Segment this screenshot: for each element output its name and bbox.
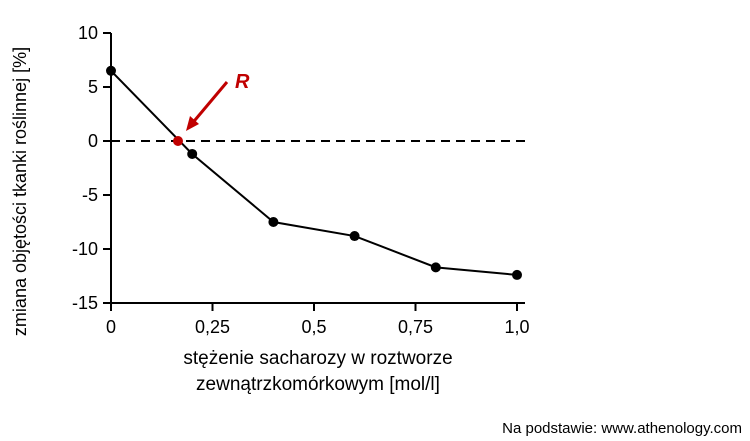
annotation-label: R <box>235 71 250 93</box>
series-line <box>110 70 518 276</box>
x-axis-label-line-1: stężenie sacharozy w roztworze <box>183 348 453 369</box>
x-tick-label: 1,0 <box>504 317 529 337</box>
y-tick-label: 5 <box>88 77 98 97</box>
annotation-point <box>172 136 183 146</box>
x-tick-label: 0 <box>106 317 116 337</box>
data-point <box>187 148 198 159</box>
annotation-arrow-line <box>188 81 229 127</box>
data-point <box>349 231 360 242</box>
data-point <box>268 217 279 227</box>
data-point <box>512 269 522 280</box>
y-tick-label: -5 <box>82 185 98 205</box>
y-tick-label: -10 <box>72 239 98 259</box>
y-tick-label: -15 <box>72 293 98 313</box>
x-axis-label-line-2: zewnątrzkomórkowym [mol/l] <box>196 374 440 395</box>
x-tick-label: 0,75 <box>398 317 433 337</box>
y-tick-label: 10 <box>78 23 98 43</box>
x-tick-label: 0,25 <box>195 317 230 337</box>
annotation-arrowhead <box>185 116 199 131</box>
y-axis-label: zmiana objętości tkanki roślinnej [%] <box>10 47 30 336</box>
source-note: Na podstawie: www.athenology.com <box>502 420 742 437</box>
data-point <box>106 65 116 76</box>
data-point <box>430 262 441 273</box>
y-tick-label: 0 <box>88 131 98 151</box>
x-tick-label: 0,5 <box>301 317 326 337</box>
chart-marks: 10 5 0 -5 -10 -15 0 0,25 0,5 0,75 1,0 zmiana objęto… <box>10 23 530 337</box>
